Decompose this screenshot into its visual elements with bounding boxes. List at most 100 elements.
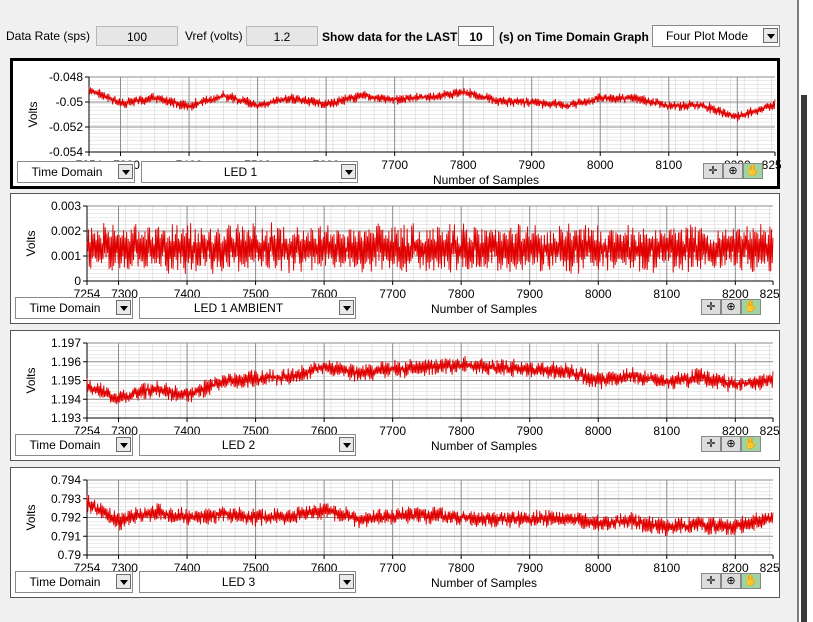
chevron-down-icon[interactable] (339, 437, 354, 452)
y-tick-label: -0.052 (49, 120, 83, 134)
y-tick-label: 1.196 (51, 355, 81, 369)
zoom-icon[interactable]: ⊕ (723, 163, 743, 179)
vertical-scrollbar[interactable] (797, 0, 813, 622)
x-tick-label: 7900 (516, 561, 543, 575)
plot-mode-value: Four Plot Mode (665, 29, 749, 43)
crosshair-icon[interactable]: ✛ (701, 299, 721, 315)
channel-value: LED 3 (221, 575, 256, 589)
y-tick-label: 0.001 (51, 249, 81, 263)
x-tick-label: 8255 (760, 424, 779, 438)
hand-pan-icon[interactable]: ✋ (741, 299, 761, 315)
hand-pan-icon[interactable]: ✋ (741, 573, 761, 589)
hand-pan-icon[interactable]: ✋ (741, 436, 761, 452)
chevron-down-icon[interactable] (116, 437, 131, 452)
x-tick-label: 8100 (655, 158, 682, 172)
zoom-icon[interactable]: ⊕ (721, 299, 741, 315)
y-tick-label: 0.794 (51, 473, 81, 487)
y-axis-label: Volts (24, 367, 38, 393)
x-tick-label: 8100 (653, 424, 680, 438)
y-tick-label: -0.05 (56, 95, 84, 109)
scrollbar-track[interactable] (801, 95, 807, 622)
domain-value: Time Domain (29, 301, 101, 315)
chevron-down-icon[interactable] (116, 300, 131, 315)
channel-value: LED 1 (223, 165, 258, 179)
x-tick-label: 7700 (379, 287, 406, 301)
show-data-suffix-label: (s) on Time Domain Graph (499, 30, 649, 44)
chevron-down-icon[interactable] (341, 164, 356, 179)
channel-dropdown[interactable]: LED 1 AMBIENT (139, 297, 356, 319)
plot-panel-3[interactable]: 1.197 1.196 1.195 1.194 1.193 7254 7300 7400 750… (10, 330, 780, 461)
x-tick-label: 7900 (516, 287, 543, 301)
domain-value: Time Domain (29, 438, 101, 452)
crosshair-icon[interactable]: ✛ (703, 163, 723, 179)
x-tick-label: 8100 (653, 561, 680, 575)
x-tick-label: 7900 (518, 158, 545, 172)
x-tick-label: 7700 (381, 158, 408, 172)
x-tick-label: 7700 (379, 561, 406, 575)
vref-field[interactable]: 1.2 (246, 26, 318, 46)
channel-value: LED 1 AMBIENT (193, 301, 284, 315)
chevron-down-icon[interactable] (339, 574, 354, 589)
chevron-down-icon[interactable] (763, 28, 778, 43)
time-domain-chart-1[interactable]: -0.048-0.05-0.052-0.05472547300740075007… (13, 61, 781, 186)
x-tick-label: 8255 (760, 287, 779, 301)
graph-palette: ✛ ⊕ ✋ (701, 436, 761, 452)
zoom-icon[interactable]: ⊕ (721, 436, 741, 452)
x-tick-label: 8000 (585, 287, 612, 301)
crosshair-icon[interactable]: ✛ (701, 573, 721, 589)
domain-dropdown[interactable]: Time Domain (15, 297, 133, 319)
vref-label: Vref (volts) (185, 29, 243, 43)
y-tick-label: -0.054 (49, 145, 83, 159)
x-tick-label: 8200 (722, 287, 749, 301)
x-tick-label: 8000 (585, 424, 612, 438)
signal-trace-line (86, 495, 774, 537)
chevron-down-icon[interactable] (116, 574, 131, 589)
x-axis-label: Number of Samples (431, 439, 538, 453)
chevron-down-icon[interactable] (339, 300, 354, 315)
hand-pan-icon[interactable]: ✋ (743, 163, 763, 179)
x-tick-label: 8000 (585, 561, 612, 575)
zoom-icon[interactable]: ⊕ (721, 573, 741, 589)
y-tick-label: 0.792 (51, 511, 81, 525)
y-tick-label: 0 (74, 274, 81, 288)
x-axis-label: Number of Samples (431, 576, 538, 590)
domain-dropdown[interactable]: Time Domain (15, 571, 133, 593)
y-axis-label: Volts (24, 504, 38, 530)
domain-dropdown[interactable]: Time Domain (17, 161, 135, 183)
domain-value: Time Domain (31, 165, 103, 179)
x-axis-label: Number of Samples (431, 302, 538, 316)
domain-dropdown[interactable]: Time Domain (15, 434, 133, 456)
signal-trace-line (88, 87, 776, 122)
chevron-down-icon[interactable] (118, 164, 133, 179)
x-tick-label: 7700 (379, 424, 406, 438)
x-tick-label: 7800 (450, 158, 477, 172)
channel-dropdown[interactable]: LED 2 (139, 434, 356, 456)
x-tick-label: 8100 (653, 287, 680, 301)
y-tick-label: 0.791 (51, 529, 81, 543)
plot-panel-4[interactable]: 0.794 0.793 0.792 0.791 0.79 7254 7300 7400 7500… (10, 467, 780, 598)
channel-dropdown[interactable]: LED 3 (139, 571, 356, 593)
crosshair-icon[interactable]: ✛ (701, 436, 721, 452)
y-tick-label: -0.048 (49, 70, 83, 84)
plot-panel-2[interactable]: 0.003 0.002 0.001 0 7254 7300 7400 7500 7600 7700… (10, 193, 780, 324)
graph-palette: ✛ ⊕ ✋ (703, 163, 763, 179)
x-tick-label: 8255 (760, 561, 779, 575)
plot-panel-1[interactable]: -0.048-0.05-0.052-0.05472547300740075007… (10, 58, 781, 189)
y-tick-label: 1.197 (51, 336, 81, 350)
show-seconds-field[interactable]: 10 (458, 26, 494, 46)
graph-palette: ✛ ⊕ ✋ (701, 573, 761, 589)
graph-palette: ✛ ⊕ ✋ (701, 299, 761, 315)
plot-mode-dropdown[interactable]: Four Plot Mode (652, 25, 780, 47)
y-axis-label: Volts (24, 230, 38, 256)
data-rate-field[interactable]: 100 (96, 26, 178, 46)
y-tick-label: 1.193 (51, 411, 81, 425)
signal-trace-line (86, 355, 774, 405)
x-tick-label: 7800 (448, 561, 475, 575)
channel-dropdown[interactable]: LED 1 (141, 161, 358, 183)
y-axis-label: Volts (26, 101, 40, 127)
y-tick-label: 0.003 (51, 199, 81, 213)
x-tick-label: 8255 (762, 158, 781, 172)
